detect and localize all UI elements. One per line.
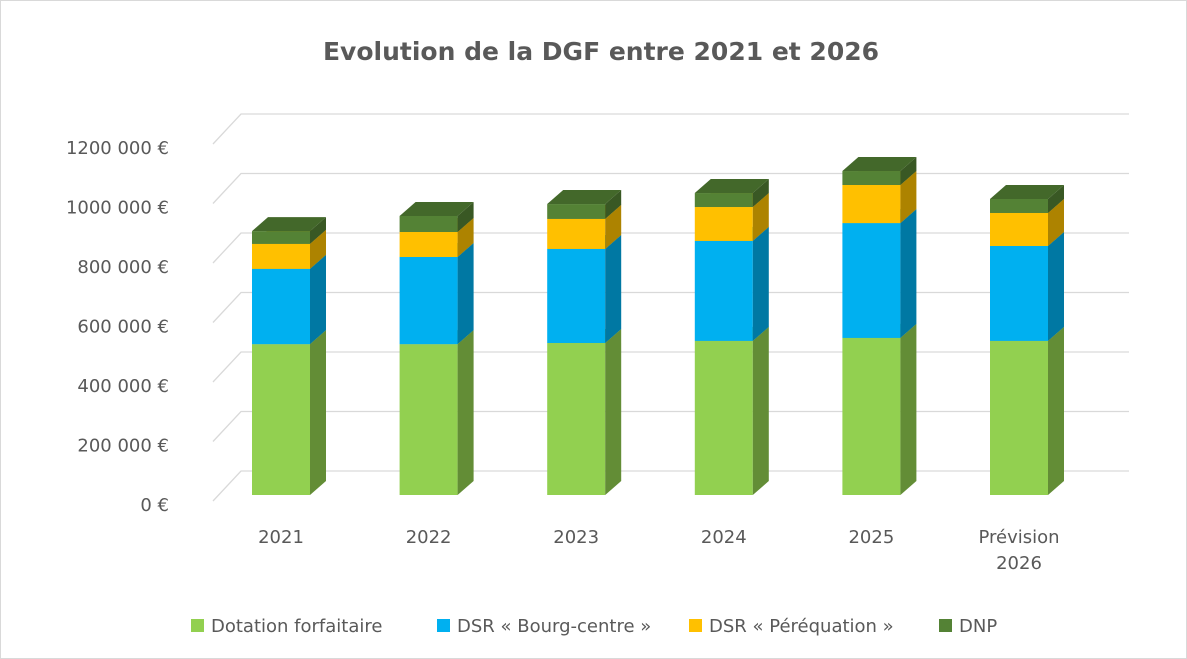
- legend-label: DSR « Bourg-centre »: [457, 616, 651, 637]
- bar-side: [1048, 231, 1064, 341]
- legend-label: DNP: [959, 616, 997, 637]
- bar: [842, 171, 901, 186]
- grid-line: [212, 113, 1129, 145]
- legend-label: DSR « Péréquation »: [709, 616, 894, 637]
- grid-line: [212, 291, 1129, 323]
- bar-side: [457, 243, 474, 345]
- bar: [547, 204, 606, 219]
- bar-side: [900, 157, 917, 186]
- bar: [399, 232, 458, 257]
- bar: [990, 340, 1048, 495]
- bar-side: [900, 171, 917, 224]
- bar: [842, 185, 901, 224]
- grid-line: [212, 470, 1129, 502]
- y-tick-label: 600 000 €: [77, 317, 169, 338]
- legend-label: Dotation forfaitaire: [211, 616, 382, 637]
- bar: [694, 193, 753, 208]
- grid-line: [212, 232, 1129, 264]
- x-tick-label: 2021: [258, 527, 304, 548]
- bar: [252, 243, 310, 269]
- bar: [399, 344, 458, 495]
- chart-title: Evolution de la DGF entre 2021 et 2026: [323, 37, 879, 66]
- bar: [399, 215, 458, 233]
- y-tick-label: 200 000 €: [77, 436, 169, 457]
- bar: [252, 231, 310, 244]
- bar-top: [990, 184, 1064, 199]
- bar: [990, 245, 1048, 341]
- x-tick-label: 2025: [848, 527, 895, 548]
- bar: [547, 248, 606, 343]
- bar-side: [900, 323, 917, 495]
- y-tick-label: 400 000 €: [77, 376, 169, 397]
- bar-top: [547, 190, 622, 205]
- bar: [547, 218, 606, 249]
- bar: [694, 207, 753, 241]
- x-tick-label: 2024: [700, 527, 747, 548]
- bar-side: [310, 254, 326, 345]
- bar: [694, 240, 753, 341]
- bar: [399, 257, 458, 345]
- legend-swatch: [437, 619, 450, 632]
- legend-swatch: [689, 619, 702, 632]
- bar: [252, 344, 310, 495]
- bar: [842, 337, 901, 495]
- bar: [547, 342, 606, 495]
- bar-side: [752, 193, 769, 241]
- y-tick-label: 1000 000 €: [66, 198, 169, 219]
- bar-side: [752, 326, 769, 495]
- legend-swatch: [939, 619, 952, 632]
- bar: [990, 198, 1048, 213]
- bar-side: [752, 226, 769, 341]
- bar-side: [1048, 184, 1064, 213]
- bar-top: [842, 157, 917, 172]
- bar-side: [457, 218, 474, 257]
- x-tick-label: Prévision 2026: [978, 527, 1060, 574]
- bar-side: [605, 204, 622, 249]
- y-tick-label: 1200 000 €: [66, 138, 169, 159]
- bar-side: [605, 234, 622, 343]
- bar-side: [1048, 326, 1064, 495]
- y-tick-label: 800 000 €: [77, 257, 169, 278]
- y-tick-label: 0 €: [140, 495, 169, 516]
- bar-side: [457, 201, 474, 233]
- bar: [252, 268, 310, 345]
- bar-side: [310, 330, 326, 495]
- legend-swatch: [191, 619, 204, 632]
- x-tick-label: 2022: [405, 527, 452, 548]
- bar-side: [310, 229, 326, 269]
- bar-side: [1048, 198, 1064, 246]
- grid-line: [212, 172, 1129, 204]
- bar: [842, 223, 901, 338]
- bar-top: [694, 179, 769, 194]
- bar: [694, 340, 753, 495]
- grid-line: [212, 410, 1129, 442]
- bar-top: [399, 201, 474, 216]
- bar-side: [310, 217, 326, 244]
- bar-side: [752, 179, 769, 208]
- bar-side: [605, 328, 622, 495]
- bar-side: [605, 190, 622, 219]
- bar: [990, 212, 1048, 246]
- bar-top: [252, 217, 326, 232]
- x-tick-label: 2023: [553, 527, 600, 548]
- bar-side: [900, 209, 917, 338]
- grid-line: [212, 351, 1129, 383]
- bar-side: [457, 330, 474, 495]
